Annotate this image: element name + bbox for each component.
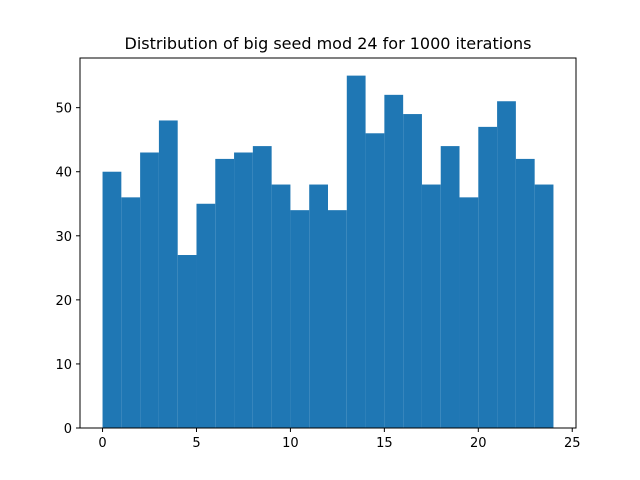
histogram-bar — [365, 133, 385, 429]
bars-group — [102, 75, 554, 429]
chart-title: Distribution of big seed mod 24 for 1000… — [125, 34, 532, 53]
y-axis-ticks: 0 10 20 30 40 50 — [55, 102, 80, 437]
y-tick-label: 40 — [55, 166, 72, 181]
x-axis-ticks: 0 5 10 15 20 25 — [98, 428, 581, 451]
histogram-bar — [328, 210, 347, 428]
histogram-bar — [158, 120, 178, 428]
histogram-bar — [515, 158, 535, 428]
histogram-bar — [234, 152, 253, 428]
y-tick-label: 50 — [55, 102, 72, 117]
histogram-bar — [252, 146, 272, 428]
histogram-bar — [346, 75, 366, 428]
y-tick-label: 0 — [64, 422, 72, 437]
y-tick-label: 10 — [55, 358, 72, 373]
plot-frame — [79, 57, 577, 429]
y-tick-label: 30 — [55, 230, 72, 245]
histogram-bar — [440, 146, 460, 428]
histogram-bar — [121, 197, 141, 428]
histogram-bar — [309, 184, 328, 428]
x-tick-label: 10 — [282, 436, 299, 451]
histogram-bar — [271, 184, 291, 428]
histogram-bar — [403, 114, 422, 428]
y-tick-label: 20 — [55, 294, 72, 309]
x-tick-label: 15 — [376, 436, 393, 451]
x-tick-label: 5 — [192, 436, 200, 451]
x-tick-label: 25 — [564, 436, 581, 451]
histogram-bar — [534, 184, 554, 428]
histogram-bar — [102, 171, 122, 428]
histogram-bar — [215, 158, 235, 428]
histogram-bar — [140, 152, 159, 428]
histogram-bar — [497, 101, 516, 428]
histogram-bar — [478, 126, 498, 429]
x-tick-label: 20 — [470, 436, 487, 451]
histogram-bar — [459, 197, 479, 428]
histogram-bar — [384, 94, 404, 428]
histogram-bar — [177, 255, 197, 428]
histogram-bar — [421, 184, 441, 428]
histogram-bar — [290, 210, 310, 428]
histogram-bar — [196, 203, 216, 428]
x-tick-label: 0 — [98, 436, 106, 451]
